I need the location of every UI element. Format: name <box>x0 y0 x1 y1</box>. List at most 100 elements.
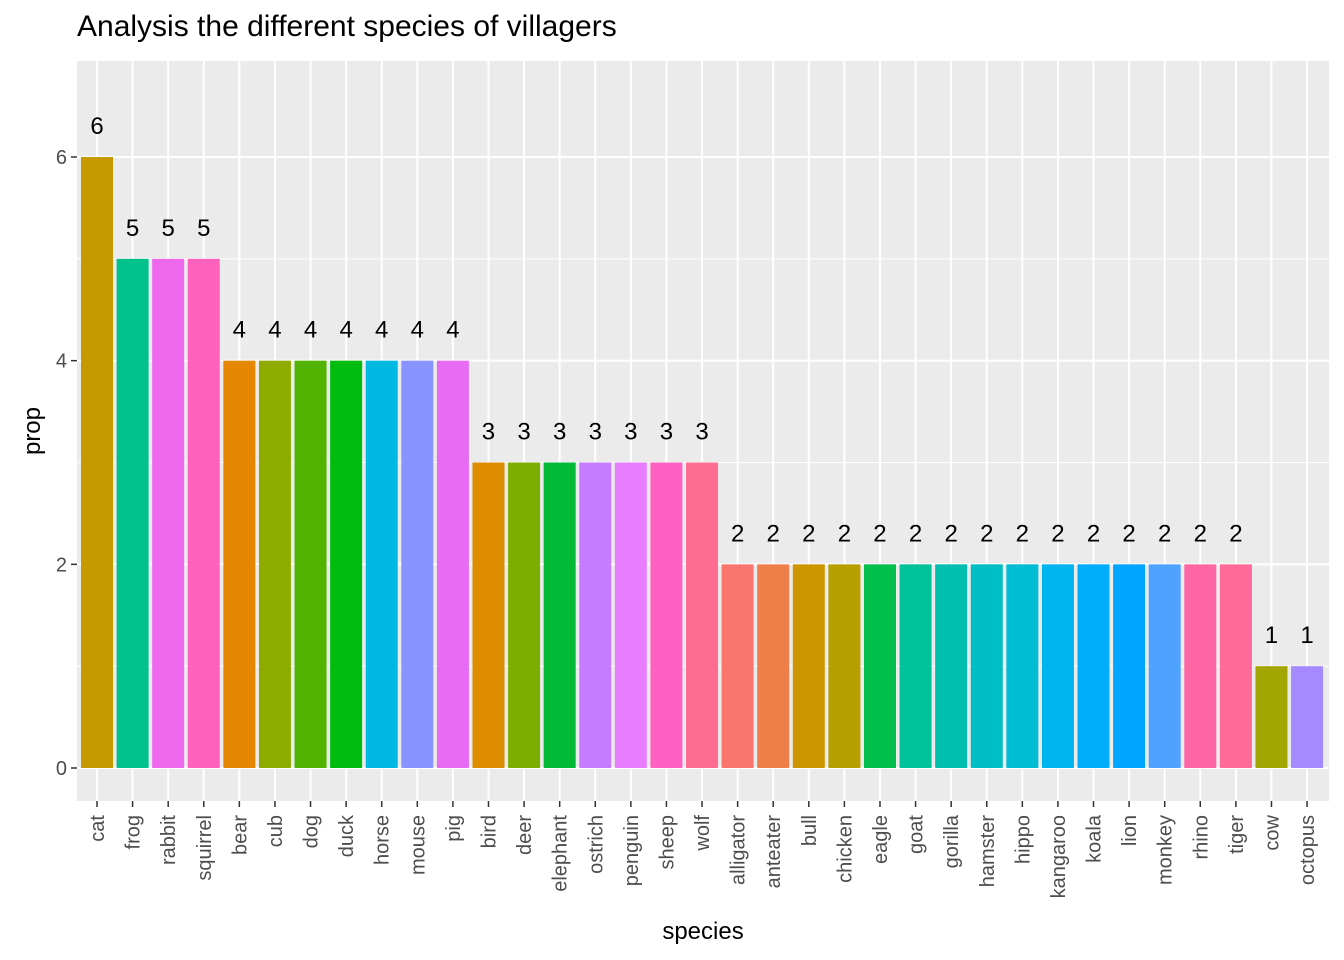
bar-rhino <box>1184 564 1217 768</box>
x-tick-label-kangaroo: kangaroo <box>1048 815 1070 898</box>
data-label-bird: 3 <box>482 419 495 446</box>
data-label-deer: 3 <box>517 419 530 446</box>
bar-koala <box>1077 564 1110 768</box>
data-label-duck: 4 <box>339 317 352 344</box>
data-label-dog: 4 <box>304 317 317 344</box>
x-tick-label-hamster: hamster <box>977 815 999 888</box>
data-label-cow: 1 <box>1265 622 1278 649</box>
data-label-tiger: 2 <box>1229 520 1242 547</box>
x-tick-label-goat: goat <box>906 815 928 854</box>
x-tick-label-rhino: rhino <box>1190 815 1212 859</box>
data-label-sheep: 3 <box>660 419 673 446</box>
x-tick-label-bird: bird <box>478 815 500 848</box>
data-label-wolf: 3 <box>695 419 708 446</box>
x-tick-label-dog: dog <box>301 815 323 848</box>
x-tick-label-lion: lion <box>1119 815 1141 846</box>
bar-cub <box>258 360 291 768</box>
data-label-ostrich: 3 <box>589 419 602 446</box>
y-tick-label: 0 <box>56 758 67 780</box>
bar-frog <box>116 258 149 768</box>
data-label-mouse: 4 <box>411 317 424 344</box>
x-tick-label-octopus: octopus <box>1297 815 1319 885</box>
x-tick-label-cow: cow <box>1261 814 1283 850</box>
bar-lion <box>1113 564 1146 768</box>
bar-rabbit <box>152 258 185 768</box>
bar-duck <box>330 360 363 768</box>
x-tick-label-pig: pig <box>443 815 465 842</box>
y-tick-label: 4 <box>56 351 67 373</box>
x-tick-label-rabbit: rabbit <box>158 815 180 865</box>
data-label-alligator: 2 <box>731 520 744 547</box>
bar-ostrich <box>579 462 612 768</box>
bar-anteater <box>757 564 790 768</box>
x-tick-label-wolf: wolf <box>692 815 714 852</box>
bar-mouse <box>401 360 434 768</box>
x-tick-label-deer: deer <box>514 815 536 855</box>
bar-pig <box>436 360 469 768</box>
x-tick-label-horse: horse <box>372 815 394 865</box>
data-label-penguin: 3 <box>624 419 637 446</box>
x-axis-title: species <box>662 918 743 945</box>
x-tick-label-elephant: elephant <box>550 815 572 892</box>
bar-sheep <box>650 462 683 768</box>
x-tick-label-monkey: monkey <box>1155 815 1177 885</box>
data-label-eagle: 2 <box>873 520 886 547</box>
data-label-elephant: 3 <box>553 419 566 446</box>
data-label-cub: 4 <box>268 317 281 344</box>
bar-monkey <box>1148 564 1181 768</box>
bar-hamster <box>970 564 1003 768</box>
bar-tiger <box>1219 564 1252 768</box>
bar-squirrel <box>187 258 220 768</box>
data-label-goat: 2 <box>909 520 922 547</box>
bar-cat <box>81 157 113 768</box>
x-tick-label-squirrel: squirrel <box>194 815 216 881</box>
x-tick-label-chicken: chicken <box>834 815 856 883</box>
y-axis-title: prop <box>19 407 46 455</box>
data-label-octopus: 1 <box>1300 622 1313 649</box>
data-labels: 65 5 54 4 4 4 4 4 43 3 3 3 3 3 32 2 2 2 2 2 2 2 2 2 2 2 2 2 21 1 <box>90 113 1313 649</box>
bar-bull <box>792 564 825 768</box>
bar-penguin <box>614 462 647 768</box>
x-tick-label-tiger: tiger <box>1226 815 1248 854</box>
bar-goat <box>899 564 932 768</box>
bar-elephant <box>543 462 576 768</box>
x-tick-label-mouse: mouse <box>407 815 429 875</box>
data-label-cat: 6 <box>90 113 103 140</box>
data-label-koala: 2 <box>1087 520 1100 547</box>
bar-kangaroo <box>1041 564 1074 768</box>
data-label-chicken: 2 <box>838 520 851 547</box>
x-tick-label-koala: koala <box>1084 814 1106 863</box>
x-tick-label-anteater: anteater <box>763 815 785 889</box>
bar-hippo <box>1006 564 1039 768</box>
x-tick-label-penguin: penguin <box>621 815 643 886</box>
data-label-hamster: 2 <box>980 520 993 547</box>
bar-octopus <box>1291 666 1324 768</box>
bar-alligator <box>721 564 754 768</box>
bars <box>81 157 1324 768</box>
bar-bird <box>472 462 505 768</box>
bar-dog <box>294 360 327 768</box>
bar-gorilla <box>935 564 968 768</box>
data-label-kangaroo: 2 <box>1051 520 1064 547</box>
x-axis: cat frog rabbit squirrel bear cub dog duck horse… <box>87 801 1319 898</box>
data-label-gorilla: 2 <box>944 520 957 547</box>
bar-wolf <box>686 462 719 768</box>
data-label-rabbit: 5 <box>162 215 175 242</box>
x-tick-label-bear: bear <box>229 815 251 855</box>
y-tick-label: 2 <box>56 554 67 576</box>
data-label-bear: 4 <box>233 317 246 344</box>
x-tick-label-duck: duck <box>336 814 358 857</box>
data-label-anteater: 2 <box>767 520 780 547</box>
data-label-squirrel: 5 <box>197 215 210 242</box>
x-tick-label-alligator: alligator <box>728 815 750 885</box>
x-tick-label-frog: frog <box>123 815 145 849</box>
data-label-pig: 4 <box>446 317 459 344</box>
x-tick-label-ostrich: ostrich <box>585 815 607 874</box>
x-tick-label-eagle: eagle <box>870 815 892 864</box>
x-tick-label-cub: cub <box>265 815 287 847</box>
y-tick-label: 6 <box>56 147 67 169</box>
bar-horse <box>365 360 398 768</box>
data-label-lion: 2 <box>1122 520 1135 547</box>
data-label-horse: 4 <box>375 317 388 344</box>
